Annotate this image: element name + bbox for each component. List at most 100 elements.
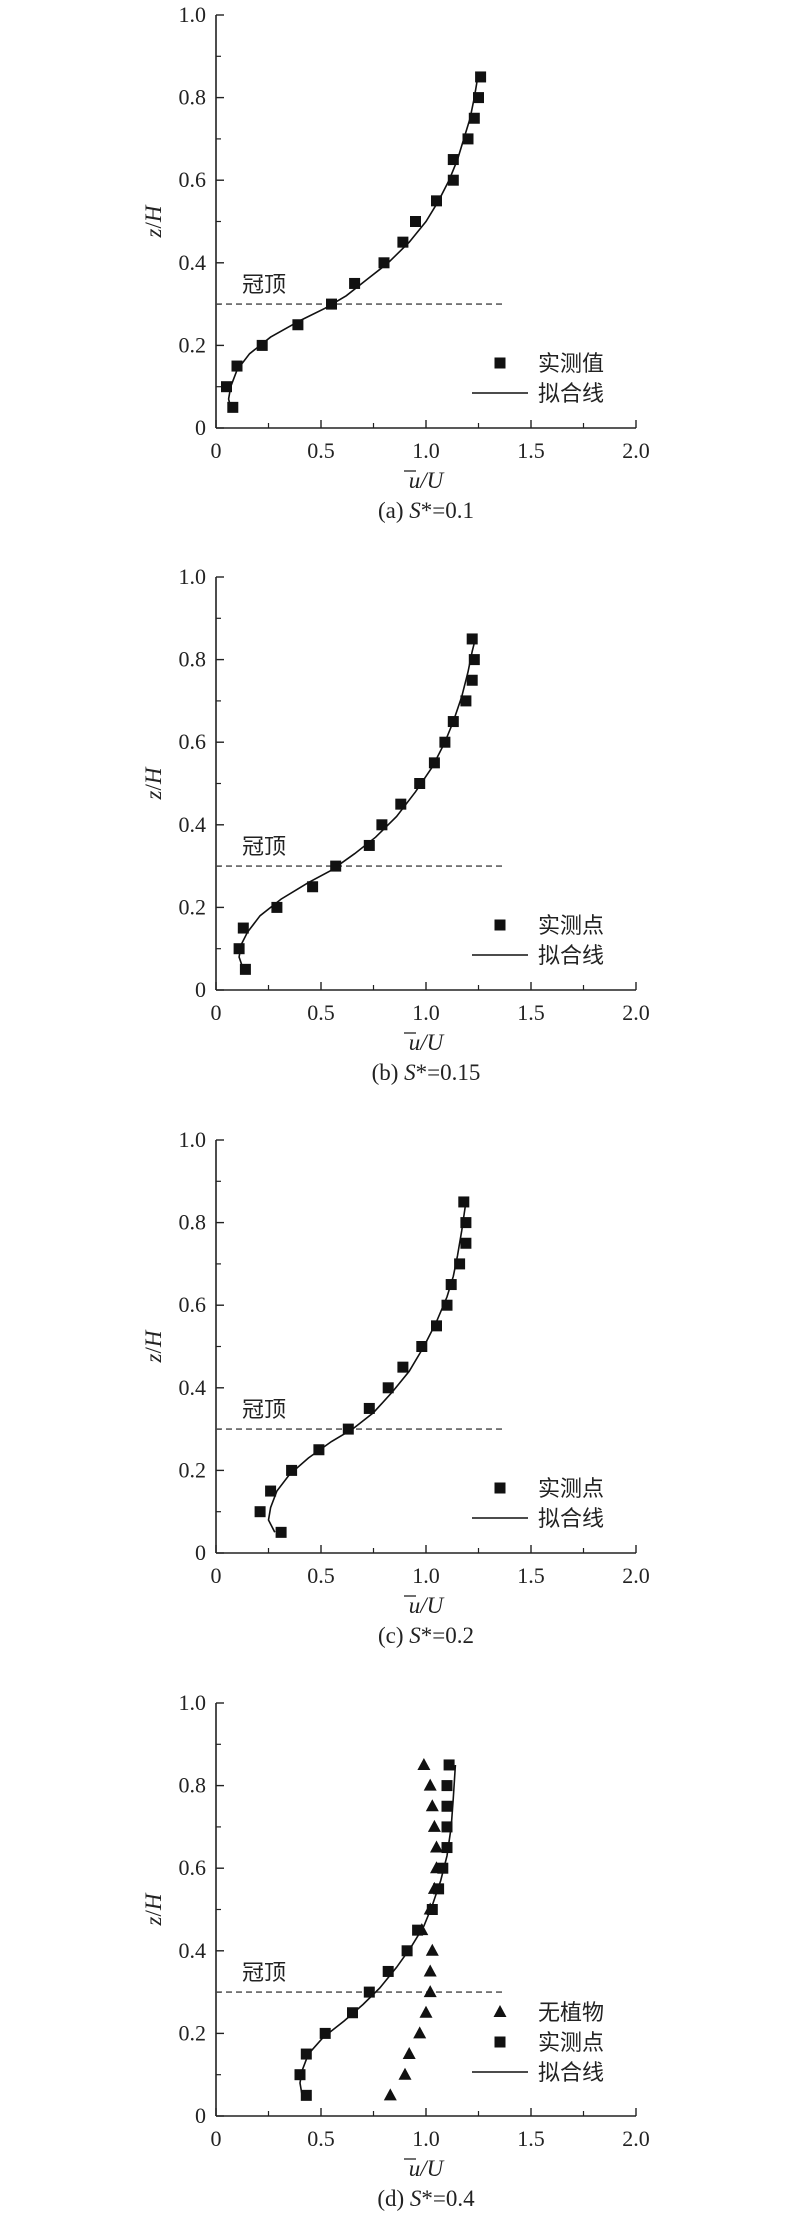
data-point-square bbox=[265, 1485, 277, 1497]
data-point-square bbox=[326, 298, 337, 310]
y-tick-label: 0.4 bbox=[179, 1938, 207, 1963]
data-point-triangle bbox=[423, 1985, 437, 1998]
y-tick-label: 0 bbox=[195, 2103, 206, 2128]
data-point-square bbox=[447, 174, 459, 186]
legend-line-label: 拟合线 bbox=[538, 1507, 604, 1532]
data-point-square bbox=[221, 381, 232, 393]
canopy-top-label: 冠顶 bbox=[242, 273, 286, 298]
data-point-triangle bbox=[425, 1799, 439, 1812]
y-tick-label: 0.4 bbox=[179, 812, 207, 837]
data-point-triangle bbox=[423, 1964, 437, 1977]
legend-square-label: 实测点 bbox=[538, 1477, 604, 1502]
legend-square-marker bbox=[494, 2036, 506, 2048]
data-point-square bbox=[363, 1402, 375, 1414]
data-point-triangle bbox=[413, 2026, 427, 2039]
x-tick-label: 1.5 bbox=[517, 438, 545, 463]
panel-caption: (d) S*=0.4 bbox=[377, 2186, 475, 2211]
x-tick-label: 1.0 bbox=[412, 2126, 440, 2151]
data-point-triangle bbox=[383, 2088, 397, 2101]
canopy-top-label: 冠顶 bbox=[242, 1961, 286, 1986]
data-point-square bbox=[410, 216, 421, 227]
data-point-square bbox=[462, 133, 474, 145]
data-point-square bbox=[437, 1862, 449, 1874]
data-point-square bbox=[447, 716, 459, 728]
legend-line-label: 拟合线 bbox=[538, 944, 604, 969]
fit-line bbox=[238, 634, 478, 970]
x-tick-label: 1.0 bbox=[412, 1000, 440, 1025]
fit-line bbox=[267, 1201, 467, 1533]
data-point-square bbox=[460, 1237, 472, 1249]
data-point-square bbox=[378, 257, 390, 269]
x-tick-label: 1.0 bbox=[412, 1563, 440, 1588]
data-point-square bbox=[227, 401, 239, 413]
data-point-triangle bbox=[430, 1840, 443, 1853]
x-tick-label: 1.5 bbox=[517, 2126, 545, 2151]
data-point-square bbox=[382, 1382, 394, 1394]
data-point-square bbox=[300, 2089, 312, 2101]
y-tick-label: 1.0 bbox=[179, 1690, 207, 1715]
panel-caption: (c) S*=0.2 bbox=[378, 1623, 474, 1648]
y-axis-label: z/H bbox=[141, 766, 166, 800]
y-tick-label: 0 bbox=[195, 1540, 206, 1565]
data-point-square bbox=[466, 674, 478, 686]
y-tick-label: 0.6 bbox=[179, 167, 207, 192]
y-axis-label: z/H bbox=[141, 1892, 166, 1926]
data-point-square bbox=[431, 195, 442, 207]
data-point-square bbox=[433, 1883, 445, 1895]
data-point-square bbox=[454, 1258, 466, 1270]
data-point-square bbox=[468, 654, 480, 666]
panel-caption: (a) S*=0.1 bbox=[378, 498, 474, 523]
data-point-square bbox=[307, 881, 319, 893]
legend-square-marker bbox=[494, 1482, 506, 1494]
x-tick-label: 0 bbox=[211, 1563, 222, 1588]
legend-square-label: 实测点 bbox=[538, 2031, 604, 2056]
data-point-square bbox=[347, 2007, 358, 2019]
data-point-square bbox=[330, 860, 342, 872]
data-point-square bbox=[475, 71, 487, 83]
legend-square-marker bbox=[494, 357, 506, 369]
data-point-square bbox=[275, 1526, 287, 1538]
x-tick-label: 0.5 bbox=[307, 1563, 335, 1588]
x-axis-label: u/U bbox=[409, 2156, 445, 2181]
data-point-square bbox=[342, 1423, 354, 1435]
y-axis-label: z/H bbox=[141, 204, 166, 238]
legend-triangle-marker bbox=[493, 2005, 507, 2017]
data-point-square bbox=[286, 1464, 298, 1476]
y-axis-label: z/H bbox=[141, 1329, 166, 1363]
data-point-square bbox=[466, 633, 478, 645]
x-tick-label: 0.5 bbox=[307, 2126, 335, 2151]
data-point-square bbox=[460, 695, 472, 707]
data-point-square bbox=[431, 1320, 442, 1332]
data-point-square bbox=[231, 360, 243, 372]
data-point-square bbox=[447, 154, 459, 166]
y-tick-label: 0.4 bbox=[179, 1375, 207, 1400]
y-tick-label: 0.8 bbox=[179, 85, 207, 110]
data-point-square bbox=[426, 1904, 438, 1915]
chart-panel-3: 0 0.2 0.4 0.6 0.8 1.0 0 0.5 1.0 1.5 2.0 z/H u/U (c) S… bbox=[141, 1127, 650, 1648]
data-point-triangle bbox=[417, 1757, 431, 1770]
y-tick-label: 0.6 bbox=[179, 1292, 207, 1317]
data-point-square bbox=[460, 1217, 472, 1229]
y-tick-label: 0.2 bbox=[179, 894, 207, 919]
x-tick-label: 0 bbox=[211, 438, 222, 463]
y-tick-label: 0.6 bbox=[179, 729, 207, 754]
x-axis-label: u/U bbox=[409, 468, 445, 493]
x-tick-label: 0.5 bbox=[307, 438, 335, 463]
panel-caption: (b) S*=0.15 bbox=[372, 1060, 481, 1085]
data-point-square bbox=[300, 2048, 312, 2060]
data-point-square bbox=[412, 1924, 424, 1936]
data-point-square bbox=[313, 1444, 325, 1456]
y-tick-label: 0.2 bbox=[179, 2020, 207, 2045]
data-point-square bbox=[428, 757, 440, 769]
data-point-square bbox=[416, 1341, 428, 1352]
x-tick-label: 2.0 bbox=[622, 1000, 650, 1025]
data-point-square bbox=[397, 236, 409, 248]
data-point-square bbox=[349, 277, 361, 289]
fit-line bbox=[299, 1764, 457, 2096]
chart-panel-4: 0 0.2 0.4 0.6 0.8 1.0 0 0.5 1.0 1.5 2.0 z/H u/U (d) S… bbox=[141, 1690, 650, 2211]
x-tick-label: 1.0 bbox=[412, 438, 440, 463]
x-tick-label: 1.5 bbox=[517, 1563, 545, 1588]
